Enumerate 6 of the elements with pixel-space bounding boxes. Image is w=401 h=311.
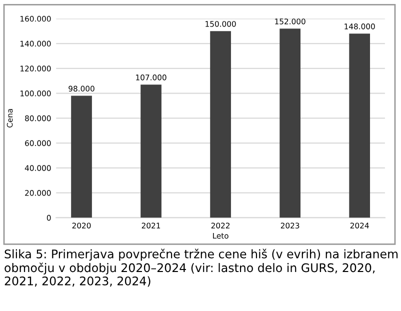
bar [71, 96, 92, 218]
text: Slika 5: Primerjava povprečne tržne cene hiš (v evrih) na izbranem območju v obdobju 2020–2024 (vir: lastno delo in GURS, 2020, 2021, 2022, 2023, 2024) [4, 248, 398, 287]
bar [140, 84, 162, 218]
bar [349, 34, 370, 218]
bar [210, 31, 231, 218]
bar [280, 28, 300, 218]
